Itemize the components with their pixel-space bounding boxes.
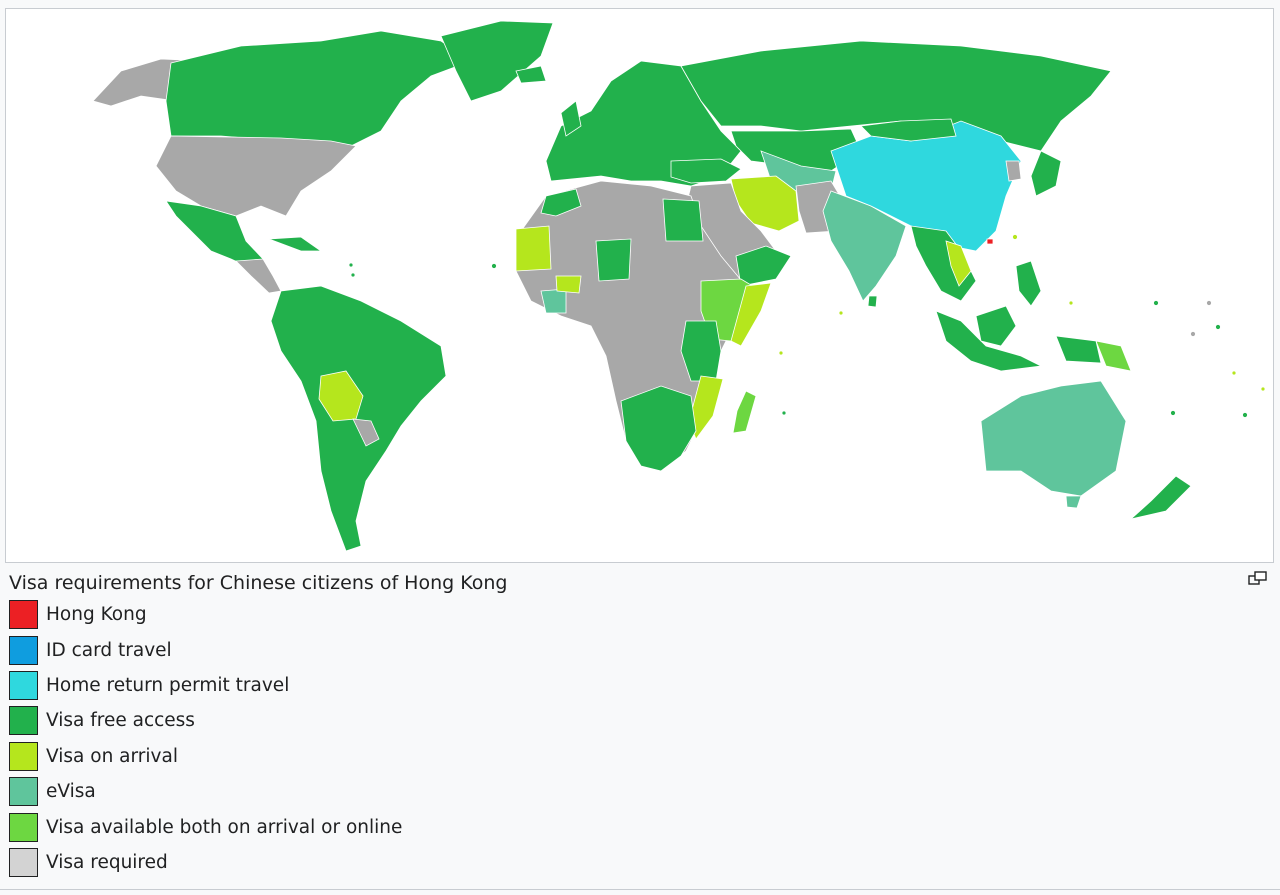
island-dot bbox=[1012, 234, 1018, 240]
region-japan bbox=[1030, 150, 1062, 197]
legend-label: Visa required bbox=[46, 851, 168, 873]
legend-swatch bbox=[9, 812, 38, 842]
region-egypt bbox=[662, 198, 704, 242]
region-burkina bbox=[555, 275, 582, 294]
region-russia bbox=[680, 40, 1112, 152]
map-legend: Hong Kong ID card travel Home return per… bbox=[9, 597, 402, 880]
divider bbox=[0, 889, 1280, 890]
legend-label: Home return permit travel bbox=[46, 674, 290, 696]
legend-label: Visa available both on arrival or online bbox=[46, 816, 403, 838]
region-south-america bbox=[270, 285, 447, 552]
region-vietnam bbox=[945, 240, 972, 287]
legend-swatch bbox=[9, 741, 38, 771]
legend-item-visa-on-arrival: Visa on arrival bbox=[9, 739, 402, 774]
legend-item-arrival-or-online: Visa available both on arrival or online bbox=[9, 809, 402, 844]
region-sri-lanka bbox=[867, 295, 878, 308]
region-canada bbox=[165, 30, 472, 147]
legend-label: eVisa bbox=[46, 781, 96, 803]
legend-item-id-card-travel: ID card travel bbox=[9, 632, 402, 667]
region-morocco bbox=[540, 188, 582, 217]
region-india bbox=[822, 190, 907, 302]
island-dot bbox=[781, 410, 787, 416]
island-dot bbox=[838, 310, 844, 316]
legend-item-visa-free: Visa free access bbox=[9, 703, 402, 738]
region-australia bbox=[980, 380, 1127, 497]
island-dot bbox=[1190, 331, 1196, 337]
region-turkey bbox=[670, 158, 742, 184]
legend-swatch bbox=[9, 847, 38, 877]
map-caption: Visa requirements for Chinese citizens o… bbox=[9, 572, 508, 594]
island-dot bbox=[1170, 410, 1176, 416]
legend-item-visa-required: Visa required bbox=[9, 845, 402, 880]
region-philippines bbox=[1015, 260, 1042, 307]
island-dot bbox=[350, 272, 356, 278]
region-iceland bbox=[515, 65, 547, 84]
region-paraguay bbox=[352, 418, 380, 447]
enlarge-icon[interactable] bbox=[1248, 570, 1268, 586]
legend-item-evisa: eVisa bbox=[9, 774, 402, 809]
legend-swatch bbox=[9, 600, 38, 630]
region-madagascar bbox=[732, 390, 757, 434]
region-borneo bbox=[975, 305, 1017, 347]
legend-swatch bbox=[9, 706, 38, 736]
legend-label: Visa free access bbox=[46, 710, 195, 732]
region-new-guinea-west bbox=[1055, 335, 1102, 364]
legend-label: ID card travel bbox=[46, 639, 172, 661]
region-chad bbox=[595, 238, 632, 282]
island-dot bbox=[1242, 412, 1248, 418]
island-dot bbox=[491, 263, 497, 269]
region-indonesia bbox=[935, 310, 1043, 372]
legend-label: Visa on arrival bbox=[46, 745, 178, 767]
region-somalia bbox=[730, 282, 772, 347]
island-dot bbox=[348, 262, 354, 268]
legend-item-hong-kong: Hong Kong bbox=[9, 597, 402, 632]
legend-swatch bbox=[9, 670, 38, 700]
region-mauritania bbox=[515, 225, 552, 272]
region-hong-kong bbox=[986, 238, 994, 245]
region-usa bbox=[155, 135, 357, 217]
legend-item-home-return-permit: Home return permit travel bbox=[9, 668, 402, 703]
region-uk bbox=[560, 100, 582, 137]
region-korea bbox=[1005, 160, 1022, 182]
region-png bbox=[1095, 340, 1132, 372]
region-new-zealand bbox=[1129, 475, 1192, 520]
legend-swatch bbox=[9, 635, 38, 665]
island-dot bbox=[1260, 386, 1266, 392]
region-mongolia bbox=[860, 118, 957, 142]
region-southern-africa bbox=[620, 385, 697, 472]
island-dot bbox=[1153, 300, 1159, 306]
island-dot bbox=[1215, 324, 1221, 330]
island-dot bbox=[1068, 300, 1074, 306]
region-tasmania bbox=[1065, 495, 1082, 509]
island-dot bbox=[1231, 370, 1237, 376]
legend-swatch bbox=[9, 777, 38, 807]
region-caribbean bbox=[268, 236, 323, 252]
island-dot bbox=[778, 350, 784, 356]
legend-label: Hong Kong bbox=[46, 604, 147, 626]
island-dot bbox=[1206, 300, 1212, 306]
world-visa-map[interactable] bbox=[5, 8, 1274, 563]
